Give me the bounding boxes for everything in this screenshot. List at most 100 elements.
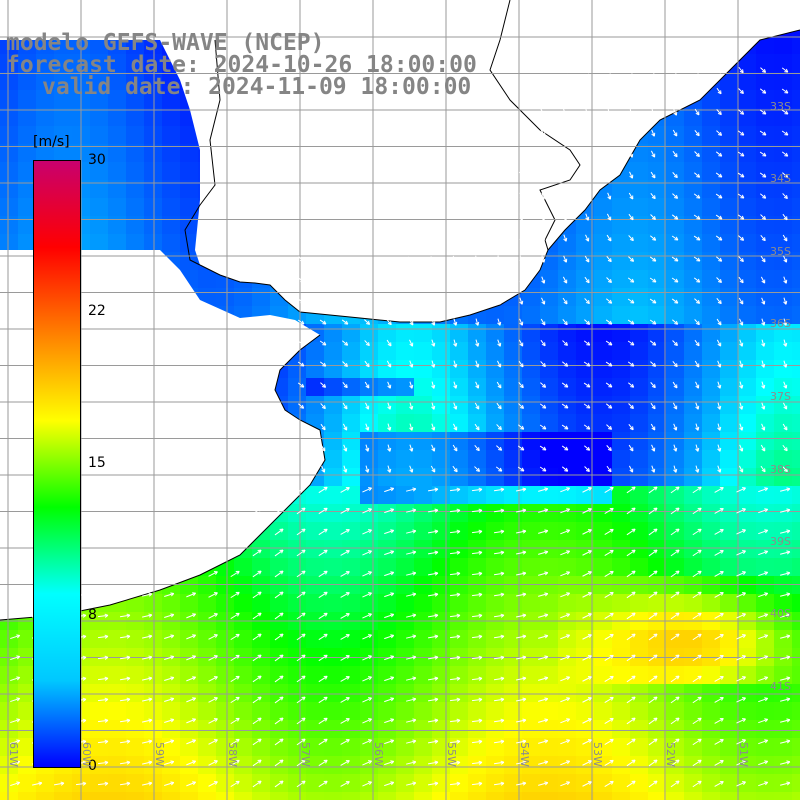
wind-cell [306, 792, 324, 800]
wind-arrow [119, 677, 131, 681]
wind-arrow [673, 87, 677, 95]
wind-cell [126, 792, 144, 800]
wind-cell [594, 594, 612, 612]
wind-arrow [694, 151, 700, 157]
wind-direction-arrows [10, 66, 791, 788]
wind-arrow [538, 614, 548, 618]
wind-cell [306, 756, 324, 774]
wind-arrow [97, 677, 109, 681]
wind-arrow-head [38, 781, 42, 784]
wind-arrow [738, 465, 744, 473]
wind-cell [324, 360, 342, 378]
wind-arrow [605, 340, 613, 346]
wind-arrow [627, 319, 635, 325]
wind-arrow [672, 402, 678, 410]
wind-arrow [627, 298, 635, 304]
wind-cell [702, 738, 720, 756]
wind-arrow-head [456, 571, 461, 574]
wind-cell [612, 666, 630, 684]
wind-cell [378, 702, 396, 720]
wind-cell [324, 540, 342, 558]
wind-arrow [518, 403, 524, 409]
wind-arrow-head [522, 487, 527, 490]
wind-arrow [582, 592, 592, 598]
wind-arrow-head [522, 676, 527, 679]
wind-arrow [649, 340, 657, 346]
wind-arrow [650, 361, 656, 367]
wind-cell [126, 36, 144, 54]
wind-arrow-head [433, 384, 436, 389]
wind-cell [738, 324, 756, 342]
wind-cell [702, 432, 720, 450]
wind-arrow [628, 382, 634, 388]
wind-arrow [626, 696, 636, 704]
wind-cell [486, 360, 504, 378]
wind-arrow [781, 151, 789, 157]
wind-arrow [474, 402, 480, 410]
wind-arrow [540, 318, 546, 326]
wind-arrow-head [764, 760, 768, 762]
wind-arrow [516, 551, 526, 555]
wind-cell [180, 234, 198, 252]
wind-arrow-head [323, 257, 327, 262]
wind-arrow [318, 528, 328, 536]
wind-arrow [230, 717, 240, 725]
wind-arrow-head [82, 718, 87, 721]
wind-arrow [583, 361, 591, 367]
wind-arrow [385, 277, 393, 283]
wind-arrow [717, 465, 721, 473]
wind-cell [576, 666, 594, 684]
colorbar-tick-label: 8 [88, 607, 97, 623]
wind-arrow [672, 319, 678, 325]
wind-arrow [517, 424, 525, 430]
wind-arrow-head [500, 697, 505, 700]
wind-arrow-head [653, 362, 657, 367]
wind-cell [540, 522, 558, 540]
wind-cell [792, 306, 800, 324]
wind-cell [468, 558, 486, 576]
wind-arrow [471, 530, 483, 534]
wind-arrow [538, 635, 548, 639]
wind-arrow [760, 255, 766, 263]
wind-cell [414, 702, 432, 720]
wind-arrow-head [170, 676, 174, 679]
wind-arrow [606, 255, 612, 263]
wind-cell [594, 702, 612, 720]
wind-cell [108, 108, 126, 126]
wind-cell [684, 702, 702, 720]
wind-arrow-head [763, 152, 767, 157]
wind-arrow [626, 759, 636, 767]
wind-arrow [714, 634, 724, 640]
wind-arrow [584, 445, 590, 451]
wind-arrow [780, 635, 790, 639]
wind-cell [432, 702, 450, 720]
wind-arrow [651, 66, 655, 74]
wind-cell [180, 720, 198, 738]
wind-cell [90, 720, 108, 738]
wind-arrow [761, 360, 765, 368]
wind-arrow [670, 507, 680, 515]
latitude-label: 38S [770, 463, 791, 476]
wind-cell [774, 702, 792, 720]
wind-arrow-head [500, 405, 502, 409]
wind-arrow-head [544, 529, 548, 532]
wind-arrow-head [587, 132, 590, 137]
wind-arrow [318, 549, 328, 557]
wind-cell [684, 594, 702, 612]
wind-cell [414, 324, 432, 342]
wind-cell [468, 720, 486, 738]
wind-arrow [340, 487, 350, 493]
wind-cell [792, 594, 800, 612]
wind-arrow [362, 739, 372, 745]
wind-arrow-head [104, 697, 109, 700]
wind-arrow [296, 738, 306, 746]
wind-cell [90, 54, 108, 72]
wind-arrow [758, 676, 768, 682]
wind-cell [0, 144, 18, 162]
wind-arrow [605, 298, 613, 304]
wind-arrow [408, 277, 414, 283]
wind-cell [774, 396, 792, 414]
wind-arrow-head [522, 781, 527, 784]
wind-arrow-head [126, 571, 131, 574]
wind-arrow [119, 698, 131, 702]
